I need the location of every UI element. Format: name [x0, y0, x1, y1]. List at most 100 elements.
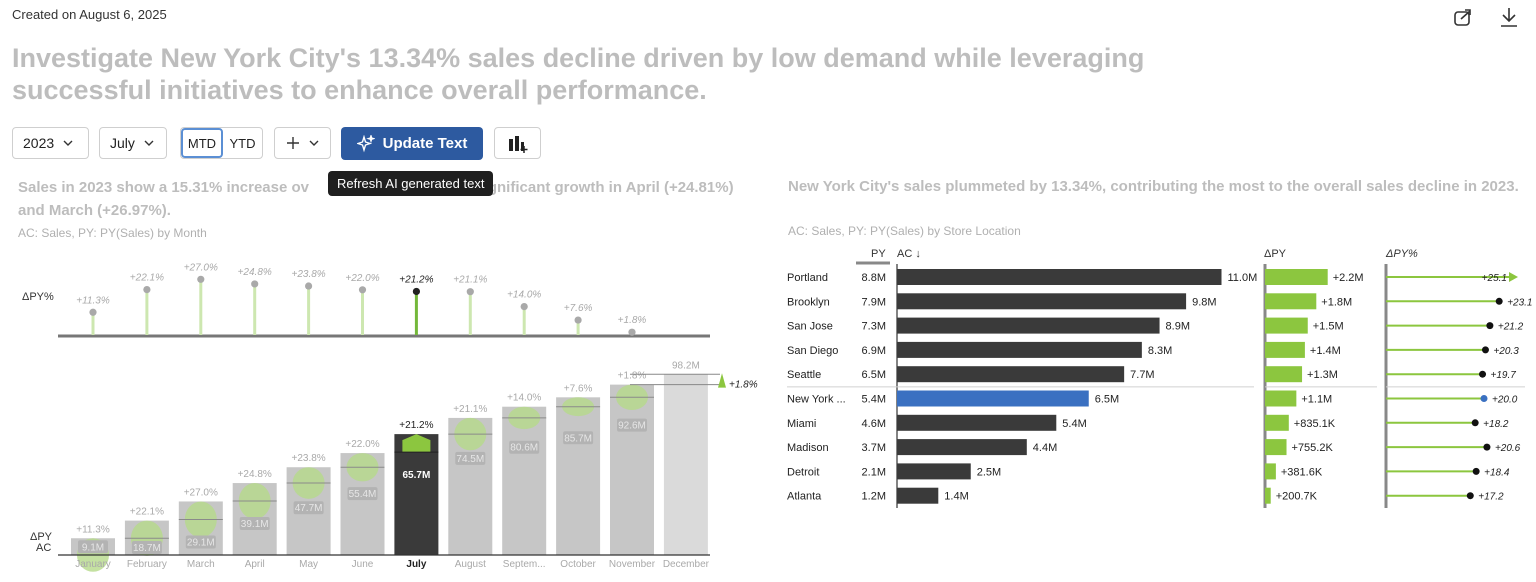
ac-value-label: 8.3M — [1148, 345, 1172, 357]
dpy-pct-label: +24.8% — [238, 267, 272, 278]
store-name-label: Atlanta — [787, 491, 822, 503]
ac-label-bg — [455, 451, 486, 465]
dpy-bar-label: +14.0% — [507, 393, 541, 404]
share-icon[interactable] — [1452, 6, 1474, 28]
ac-label-bg — [563, 431, 594, 445]
dpy-pct-dot — [1483, 443, 1491, 451]
dpy-pct-label: +23.1 — [1507, 297, 1532, 308]
dpy-bar-label: +27.0% — [184, 487, 218, 498]
py-value-label: 3.7M — [862, 442, 886, 454]
mtd-button[interactable]: MTD — [181, 128, 223, 158]
dpy-value-label: +1.5M — [1313, 321, 1344, 333]
year-value: 2023 — [23, 135, 55, 151]
col-ac-header: AC ↓ — [897, 248, 921, 260]
dpy-bar — [1265, 269, 1328, 285]
month-value: July — [110, 135, 135, 151]
dpy-bar-label: +7.6% — [564, 383, 593, 394]
dpy-bar-label: +24.8% — [238, 469, 272, 480]
ac-label-bg — [78, 540, 108, 554]
ac-value-label: 18.7M — [133, 543, 161, 554]
dpy-pct-dot — [197, 275, 205, 283]
dpy-pct-label: +7.6% — [564, 303, 593, 314]
dpy-value-label: +1.4M — [1310, 345, 1341, 357]
dpy-value-label: +200.7K — [1276, 491, 1318, 503]
period-toggle: MTD YTD — [180, 127, 263, 159]
dpy-pct-label: +17.2 — [1478, 492, 1504, 503]
monthly-sales-chart: ΔPY% ΔPY AC +11.3% +11.3% 9.1M January +22.1… — [22, 262, 758, 572]
add-menu-button[interactable] — [274, 127, 331, 159]
dpy-value-label: +835.1K — [1294, 418, 1336, 430]
dpy-pct-dot — [1480, 395, 1488, 402]
dpy-pct-dot — [89, 308, 97, 316]
dpy-pct-dot — [466, 288, 474, 296]
py-value-label: 1.2M — [862, 491, 886, 503]
ac-label-bg — [509, 440, 540, 454]
year-select[interactable]: 2023 — [12, 127, 89, 159]
store-name-label: Miami — [787, 418, 816, 430]
ac-value-label: 4.4M — [1033, 442, 1057, 454]
ac-bar — [897, 439, 1027, 456]
right-insight-title: New York City's sales plummeted by 13.34… — [788, 178, 1519, 195]
bar-chart-add-icon — [508, 136, 527, 153]
store-name-label: San Jose — [787, 321, 833, 333]
download-icon[interactable] — [1498, 6, 1520, 28]
page-headline: Investigate New York City's 13.34% sales… — [12, 43, 1145, 105]
ac-bar — [897, 366, 1125, 383]
month-select[interactable]: July — [99, 127, 167, 159]
ac-bar — [897, 317, 1160, 334]
dpy-pct-arrow — [1508, 272, 1518, 282]
dpy-bar — [1265, 293, 1317, 310]
dpy-bar-label: +23.8% — [291, 453, 325, 464]
dpy-bar-label: +21.2% — [399, 420, 433, 431]
ac-bar — [897, 463, 971, 480]
month-tick-label: May — [299, 559, 318, 570]
ac-value-label: 7.7M — [1130, 369, 1154, 381]
py-value-label: 8.8M — [862, 272, 886, 284]
ac-value-label: 47.7M — [295, 503, 323, 514]
store-name-label: Madison — [787, 442, 829, 454]
ac-bar — [394, 434, 439, 555]
py-value-label: 5.4M — [862, 394, 886, 406]
dpy-pct-label: +18.2 — [1483, 419, 1509, 430]
ac-value-label: 9.1M — [82, 542, 104, 553]
update-text-button[interactable]: Update Text — [341, 127, 483, 160]
dpy-bar — [1265, 487, 1271, 504]
store-name-label: New York ... — [787, 394, 846, 406]
ac-value-label: 8.9M — [1166, 321, 1190, 333]
ac-bar — [897, 414, 1057, 431]
ac-bar — [897, 269, 1222, 285]
ytd-button[interactable]: YTD — [229, 135, 256, 151]
dpy-pct-dot — [1471, 419, 1479, 427]
col-py-header: PY — [871, 248, 886, 260]
dpy-bar-label: +11.3% — [76, 524, 110, 535]
ac-value-label: 5.4M — [1062, 418, 1086, 430]
dpy-value-label: +1.8M — [1321, 296, 1352, 308]
col-dpy-header: ΔPY — [1264, 248, 1287, 260]
ac-value-label: 9.8M — [1192, 296, 1216, 308]
month-tick-label: November — [609, 559, 656, 570]
ac-bar — [502, 406, 547, 555]
dpy-bar-label: +1.8% — [618, 371, 647, 382]
chart-options-button[interactable] — [494, 127, 541, 159]
ac-value-label: 39.1M — [241, 519, 269, 530]
py-value-label: 7.3M — [862, 321, 886, 333]
ac-value-label: 11.0M — [1228, 272, 1258, 284]
store-name-label: San Diego — [787, 345, 838, 357]
dpy-pct-label: +21.2% — [399, 274, 433, 285]
dpy-pct-label: +20.6 — [1495, 443, 1521, 454]
dpy-pct-label: +14.0% — [507, 290, 541, 301]
left-subtitle: AC: Sales, PY: PY(Sales) by Month — [18, 226, 207, 240]
dpy-pct-label: +23.8% — [291, 269, 325, 280]
dpy-bar-label: +22.0% — [345, 439, 379, 450]
total-delta-label: +1.8% — [729, 380, 758, 391]
dpy-pct-dot — [1479, 370, 1487, 378]
dpy-bar — [1265, 317, 1308, 334]
dpy-value-label: +1.3M — [1307, 369, 1338, 381]
dpy-bar — [1265, 439, 1287, 456]
total-delta-arrow — [718, 373, 726, 388]
dpy-pct-dot — [1486, 322, 1494, 330]
ac-label-bg — [617, 418, 647, 432]
month-tick-label: February — [127, 559, 167, 570]
dpy-pct-dot — [358, 286, 367, 294]
ac-label-bg — [239, 517, 270, 531]
